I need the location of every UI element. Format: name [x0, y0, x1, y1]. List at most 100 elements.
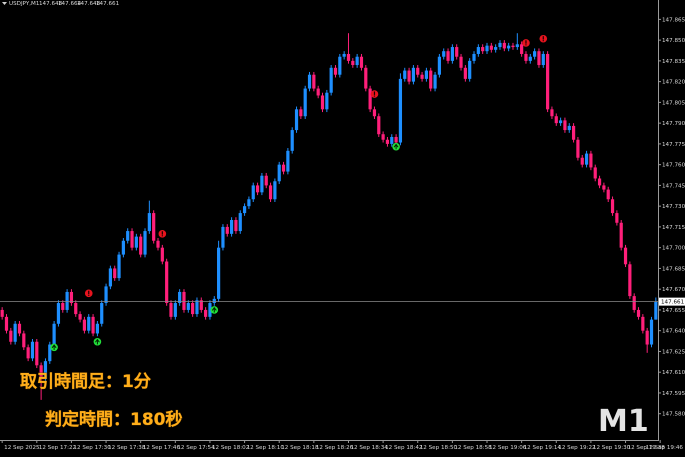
candle-body [100, 303, 104, 324]
x-tick-label: 12 Sep 18:58 [454, 445, 492, 451]
candle-body [182, 291, 186, 310]
y-tick-label: 147.580 [662, 412, 685, 418]
candle-body [229, 220, 234, 234]
y-tick-label: 147.715 [662, 225, 685, 231]
candle-body [299, 109, 303, 117]
candle-body [87, 316, 91, 331]
candle-body [433, 74, 437, 89]
candle-body [558, 120, 563, 124]
price-label: 147.661 [661, 300, 685, 306]
candle-body [307, 74, 312, 89]
candle-body [316, 88, 320, 96]
candle-body [394, 136, 398, 143]
candle-body [342, 53, 346, 57]
candle-body [442, 51, 446, 57]
x-tick-label: 12 Sep 17:54 [177, 445, 215, 451]
candle-body [546, 53, 550, 110]
y-tick-label: 147.820 [662, 80, 685, 86]
header-high: 147.664 [58, 1, 82, 7]
candle-body [533, 51, 537, 57]
candle-body [567, 125, 571, 131]
y-tick-label: 147.835 [662, 59, 685, 65]
price-label-box [659, 297, 685, 306]
x-tick-label: 12 Sep 18:50 [420, 445, 458, 451]
y-tick-label: 147.655 [662, 308, 685, 314]
timeframe-label: M1 [598, 404, 649, 439]
candle-body [377, 116, 381, 135]
candle-body [61, 303, 65, 310]
candle-body [242, 206, 247, 214]
x-tick-label: 12 Sep 19:14 [524, 445, 562, 451]
signal-glyph [211, 306, 217, 313]
candle-body [550, 109, 554, 117]
signal-glyph [94, 338, 100, 345]
y-tick-label: 147.625 [662, 349, 685, 355]
candle-body [26, 347, 30, 359]
candle-body [39, 365, 43, 380]
candle-body [554, 116, 558, 124]
candle-body [429, 70, 433, 89]
plot-area [0, 33, 658, 400]
x-tick-label: 12 Sep 18:02 [212, 445, 249, 451]
x-tick-label: 12 Sep 17:46 [143, 445, 181, 451]
candle-body [606, 189, 610, 200]
x-tick-label: 12 Sep 19:06 [489, 445, 527, 451]
candle-body [437, 56, 441, 75]
y-tick-label: 147.775 [662, 142, 685, 148]
signal-glyph [542, 36, 544, 40]
candle-body [43, 361, 48, 380]
candle-body [195, 300, 199, 315]
candle-body [30, 341, 35, 359]
candle-body [286, 150, 290, 172]
candle-body [593, 167, 597, 179]
candle-body [160, 247, 164, 262]
candle-body [455, 47, 459, 57]
candle-body [515, 44, 519, 48]
candle-body [450, 47, 454, 61]
candle-body [225, 226, 229, 234]
signal-glyph [373, 91, 376, 95]
candle-body [251, 185, 255, 200]
candle-body [403, 70, 407, 79]
header-open: 147.648 [39, 1, 63, 7]
candle-body [511, 45, 515, 48]
candle-body [632, 296, 636, 310]
candle-body [502, 42, 506, 49]
candle-body [4, 316, 9, 331]
candle-body [645, 330, 649, 345]
candle-body [563, 120, 567, 131]
candle-body [74, 303, 78, 315]
x-tick-label: 12 Sep 18:18 [281, 445, 319, 451]
candle-body [494, 47, 498, 50]
candle-body [416, 67, 420, 75]
candle-body [528, 56, 532, 61]
candle-body [173, 303, 177, 317]
candle-body [489, 45, 493, 50]
candle-body [221, 226, 225, 248]
candle-body [108, 268, 112, 287]
x-tick-label: 12 Sep 18:42 [385, 445, 422, 451]
candle-body [459, 56, 463, 68]
symbol: USDJPY,M1 [9, 1, 40, 7]
candle-body [446, 51, 450, 61]
y-tick-label: 147.670 [662, 287, 685, 293]
candle-body [82, 319, 87, 331]
candle-body [463, 67, 467, 79]
candle-body [255, 185, 260, 193]
candle-body [381, 134, 385, 140]
candle-body [238, 213, 242, 232]
candle-body [325, 92, 329, 110]
candle-body [407, 70, 411, 82]
candle-body [212, 298, 216, 304]
candle-body [351, 60, 355, 66]
candle-body [411, 67, 416, 82]
candle-body [359, 56, 364, 68]
candle-body [615, 213, 619, 223]
candle-body [13, 323, 17, 342]
candle-body [636, 309, 641, 317]
candle-body [649, 319, 654, 345]
candle-body [139, 236, 143, 255]
candle-body [48, 344, 52, 362]
